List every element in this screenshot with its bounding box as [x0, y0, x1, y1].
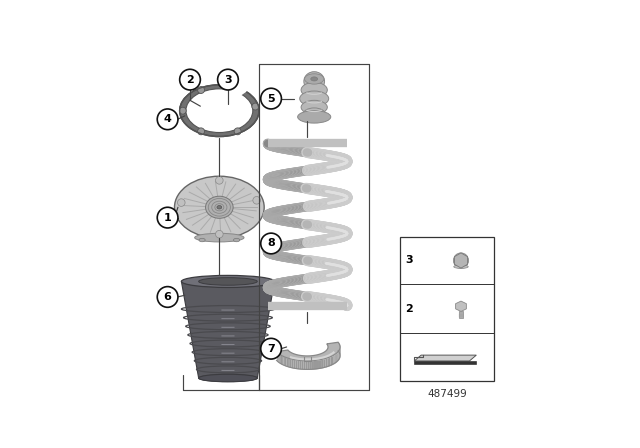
Ellipse shape	[198, 374, 257, 382]
FancyBboxPatch shape	[459, 311, 463, 318]
Circle shape	[177, 199, 185, 207]
Ellipse shape	[186, 89, 253, 133]
Circle shape	[260, 88, 282, 109]
Text: 7: 7	[268, 344, 275, 354]
Polygon shape	[454, 253, 468, 268]
Text: 2: 2	[186, 75, 194, 85]
Ellipse shape	[454, 265, 468, 268]
Circle shape	[198, 128, 205, 135]
Text: 6: 6	[164, 292, 172, 302]
Circle shape	[180, 69, 200, 90]
Ellipse shape	[198, 278, 257, 285]
Ellipse shape	[199, 238, 205, 242]
Ellipse shape	[305, 74, 324, 84]
Ellipse shape	[175, 176, 264, 238]
Ellipse shape	[303, 108, 325, 121]
Text: 1: 1	[164, 213, 172, 223]
Polygon shape	[276, 342, 340, 361]
Polygon shape	[456, 301, 467, 311]
Ellipse shape	[181, 276, 275, 288]
Circle shape	[260, 338, 282, 359]
Circle shape	[216, 177, 223, 184]
Polygon shape	[414, 355, 476, 361]
Text: 3: 3	[224, 75, 232, 85]
Circle shape	[234, 86, 241, 94]
FancyBboxPatch shape	[414, 361, 476, 364]
Ellipse shape	[304, 72, 324, 91]
Circle shape	[216, 230, 223, 238]
Ellipse shape	[298, 111, 331, 123]
Circle shape	[453, 253, 468, 268]
Circle shape	[157, 109, 178, 129]
FancyBboxPatch shape	[401, 237, 493, 382]
Circle shape	[198, 86, 205, 94]
Text: 5: 5	[268, 94, 275, 103]
Circle shape	[157, 287, 178, 307]
Text: 8: 8	[268, 238, 275, 249]
Text: 4: 4	[164, 114, 172, 124]
Circle shape	[253, 197, 260, 204]
Text: 2: 2	[405, 304, 413, 314]
Ellipse shape	[217, 206, 221, 209]
Ellipse shape	[311, 77, 317, 81]
Ellipse shape	[180, 85, 259, 137]
Circle shape	[218, 69, 238, 90]
Circle shape	[458, 257, 465, 264]
Ellipse shape	[301, 82, 327, 98]
Text: 487499: 487499	[427, 388, 467, 399]
Ellipse shape	[205, 196, 233, 218]
Circle shape	[252, 103, 259, 110]
Circle shape	[179, 107, 186, 114]
Ellipse shape	[234, 238, 240, 242]
Ellipse shape	[301, 100, 327, 114]
Wedge shape	[220, 73, 253, 111]
Polygon shape	[181, 281, 275, 378]
Text: 3: 3	[405, 255, 413, 266]
Circle shape	[260, 233, 282, 254]
Ellipse shape	[195, 233, 244, 242]
Circle shape	[157, 207, 178, 228]
Ellipse shape	[300, 91, 329, 106]
Circle shape	[234, 128, 241, 135]
